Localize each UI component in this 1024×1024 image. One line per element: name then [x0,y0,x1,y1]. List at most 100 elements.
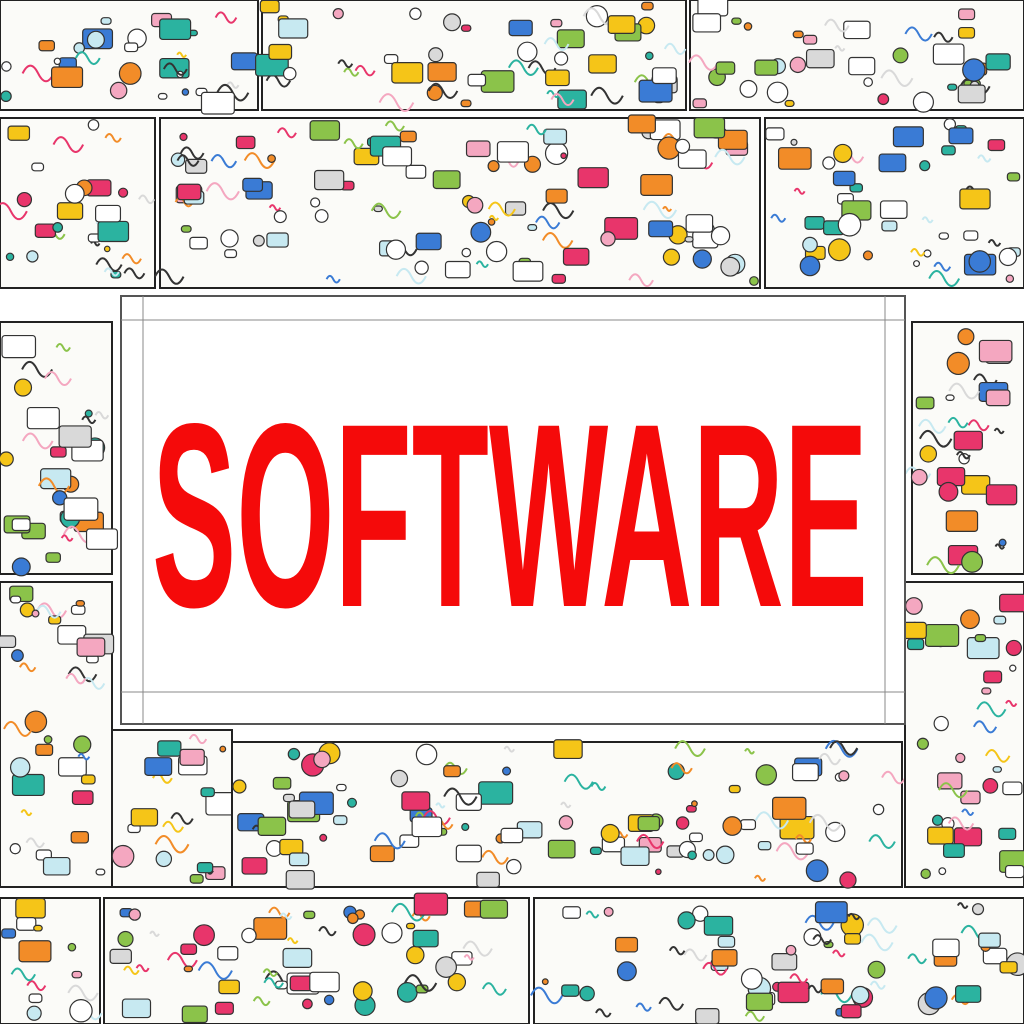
doodle [179,132,188,142]
doodle [675,816,690,830]
doodle [38,40,56,52]
doodle [31,609,40,618]
doodle [496,141,529,163]
doodle [757,840,772,851]
doodle [677,911,696,930]
doodle [193,924,215,947]
doodle [563,773,594,790]
doodle [792,30,804,39]
doodle [285,869,315,890]
doodle [253,917,288,940]
doodle [109,81,128,100]
doodle [739,79,758,98]
doodle [543,37,570,51]
doodle [953,827,983,847]
doodle [485,240,508,263]
doodle [185,158,208,174]
doodle [343,67,360,77]
doodle [910,468,928,486]
doodle [802,34,818,45]
doodle [480,70,515,93]
doodle [241,857,268,875]
doodle [111,844,135,868]
doodle [507,59,539,76]
doodle [95,868,106,876]
doodle-panel [0,117,156,289]
doodle [968,250,992,273]
doodle [998,247,1018,267]
doodle [932,938,960,958]
doodle [475,260,489,268]
doodle [220,229,239,248]
doodle [754,811,790,830]
doodle [259,0,280,14]
doodle [955,985,982,1003]
doodle [288,800,316,819]
doodle [772,796,807,820]
doodle [987,139,1006,152]
doodle [860,933,894,952]
doodle [577,167,609,189]
doodle [205,182,240,201]
doodle [52,222,64,233]
doodle [10,967,36,982]
doodle [310,197,321,208]
doodle [309,120,341,141]
doodle [70,830,89,844]
doodle [720,256,741,277]
doodle [945,394,955,401]
doodle [731,17,742,25]
doodle [0,451,14,467]
doodle [162,820,184,833]
doodle [157,740,182,757]
doodle [378,93,415,113]
doodle [869,980,886,990]
doodle [967,419,990,432]
doodle [443,787,478,806]
doodle [722,816,743,836]
doodle [155,850,173,868]
doodle [11,557,31,577]
doodle [282,66,297,81]
doodle [982,947,1008,965]
doodle [919,445,938,463]
doodle [688,832,703,843]
doodle [267,154,276,163]
doodle [834,45,846,52]
doodle [318,926,337,937]
doodle [953,430,983,451]
doodle [829,740,859,756]
doodle [35,604,62,619]
doodle [384,120,405,132]
doodle [73,735,92,754]
doodle-panel [103,892,530,1024]
doodle [71,970,83,979]
doodle [154,268,185,285]
doodle [20,809,33,817]
doodle [822,156,836,170]
doodle [938,867,947,876]
doodle [43,735,53,744]
doodle [668,946,686,956]
doodle [907,953,927,965]
doodle [784,99,795,108]
doodle [26,980,47,992]
doodle [693,117,726,139]
doodle [97,220,130,243]
doodle [48,615,62,625]
doodle [1005,699,1018,707]
doodle [479,899,509,919]
banner: SOFTWARE [120,295,906,725]
doodle [183,965,194,973]
doodle [478,781,514,805]
doodle [1002,781,1023,796]
doodle [912,91,935,113]
doodle [7,125,31,141]
doodle [42,856,71,876]
doodle [551,273,567,284]
doodle [976,701,1007,718]
doodle [282,947,313,968]
doodle [219,745,227,753]
doodle [687,850,697,861]
